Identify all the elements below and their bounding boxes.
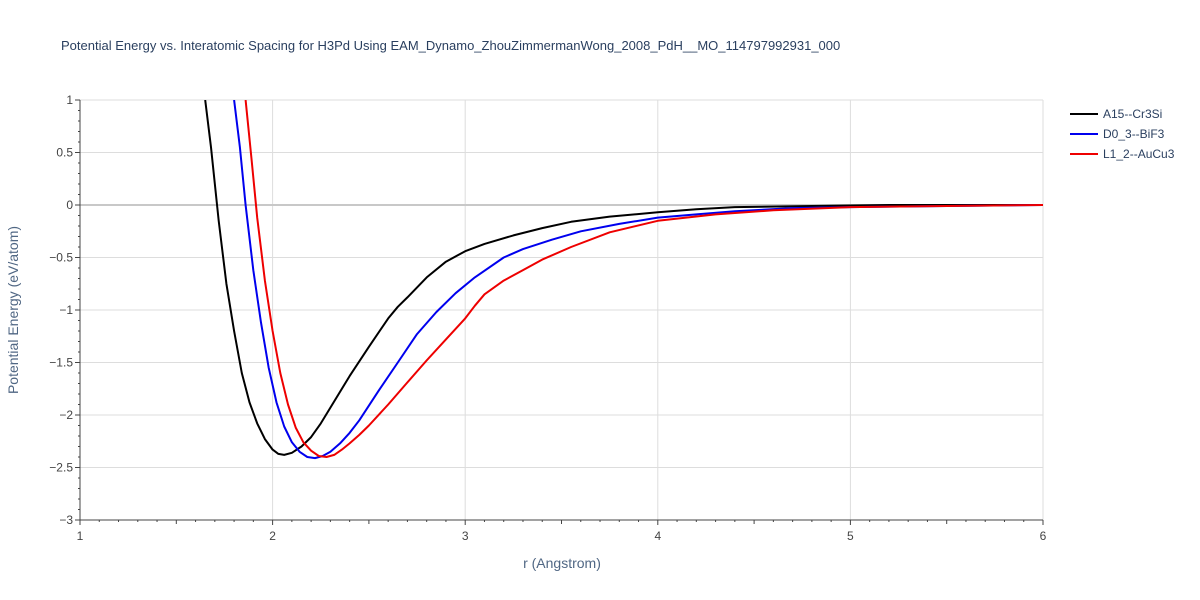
chart-title: Potential Energy vs. Interatomic Spacing… bbox=[61, 38, 840, 53]
series-layer bbox=[204, 100, 1043, 460]
y-tick-label: −2 bbox=[59, 408, 73, 422]
y-axis-title: Potential Energy (eV/atom) bbox=[5, 226, 21, 394]
series-line-2[interactable] bbox=[233, 100, 1043, 460]
y-tick-label: −2.5 bbox=[49, 461, 73, 475]
series-line-3[interactable] bbox=[244, 100, 1043, 458]
x-axis-title: r (Angstrom) bbox=[523, 555, 601, 571]
x-tick-label: 2 bbox=[269, 529, 276, 543]
series-line-1[interactable] bbox=[204, 100, 1043, 456]
x-tick-label: 4 bbox=[654, 529, 661, 543]
y-tick-label: 0 bbox=[66, 198, 73, 212]
legend-label: L1_2--AuCu3 bbox=[1103, 147, 1175, 161]
y-tick-label: −3 bbox=[59, 513, 73, 527]
x-tick-label: 1 bbox=[77, 529, 84, 543]
legend-item[interactable]: A15--Cr3Si bbox=[1070, 107, 1162, 121]
y-tick-label: 1 bbox=[66, 93, 73, 107]
grid-layer bbox=[80, 99, 1044, 520]
x-tick-label: 5 bbox=[847, 529, 854, 543]
y-tick-label: −1 bbox=[59, 303, 73, 317]
y-tick-label: −0.5 bbox=[49, 251, 73, 265]
y-tick-label: −1.5 bbox=[49, 356, 73, 370]
x-tick-label: 6 bbox=[1040, 529, 1047, 543]
legend-label: D0_3--BiF3 bbox=[1103, 127, 1165, 141]
legend-item[interactable]: D0_3--BiF3 bbox=[1070, 127, 1165, 141]
legend-item[interactable]: L1_2--AuCu3 bbox=[1070, 147, 1175, 161]
legend[interactable]: A15--Cr3Si D0_3--BiF3 L1_2--AuCu3 bbox=[1070, 107, 1175, 161]
axes-layer: 1 2 3 4 5 6 −3 −2.5 −2 −1.5 −1 −0.5 0 0.5 1 bbox=[49, 93, 1046, 543]
x-tick-label: 3 bbox=[462, 529, 469, 543]
legend-label: A15--Cr3Si bbox=[1103, 107, 1162, 121]
y-tick-label: 0.5 bbox=[56, 146, 73, 160]
